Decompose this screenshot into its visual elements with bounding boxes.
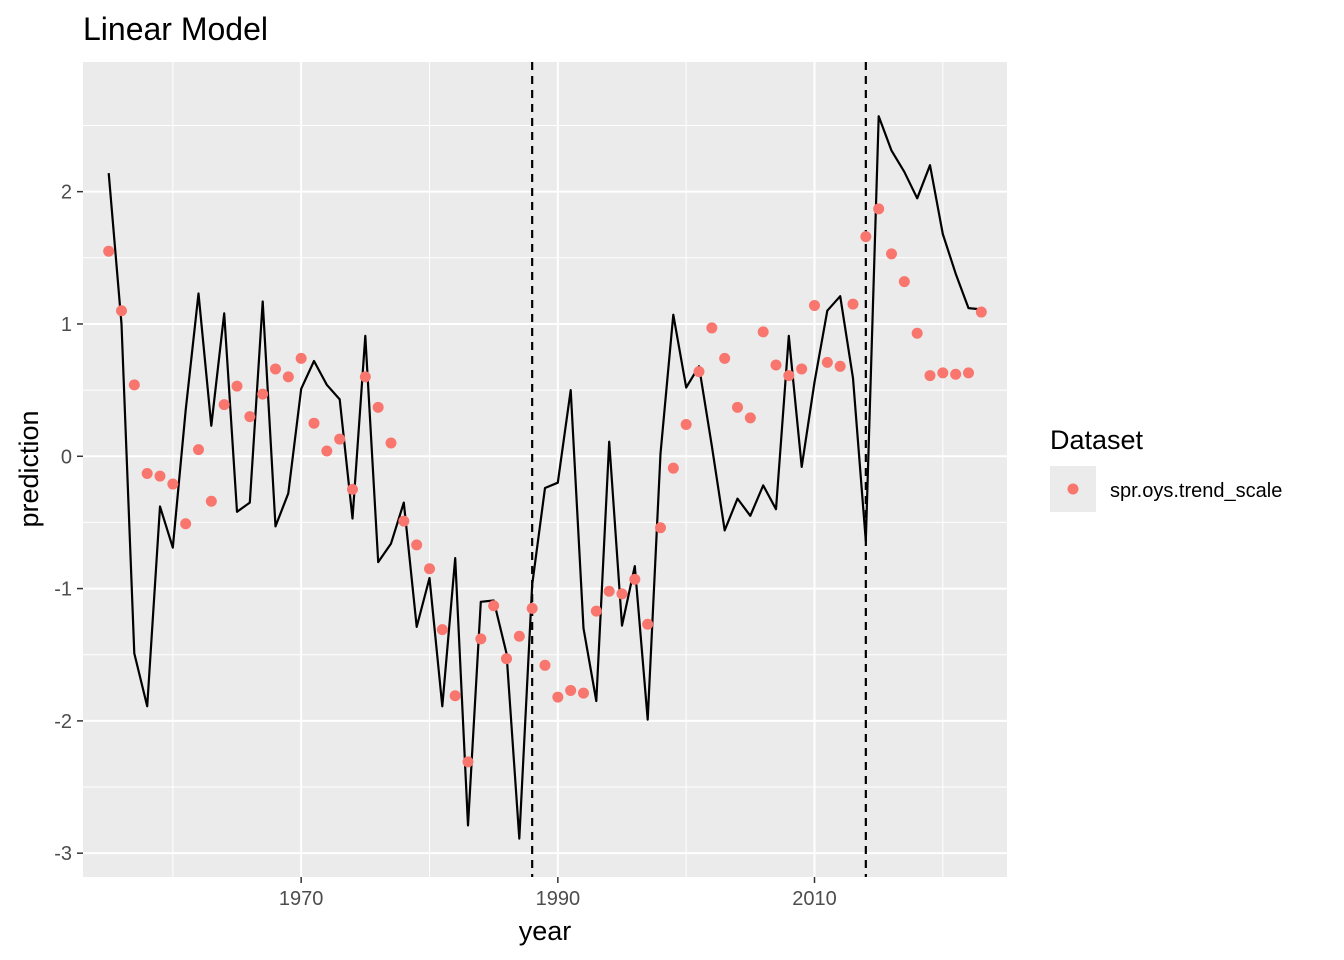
data-point [539, 659, 551, 671]
data-point [501, 653, 512, 665]
data-point [270, 363, 281, 375]
prediction-line [107, 115, 982, 840]
data-points-layer [103, 203, 987, 768]
data-point [655, 522, 666, 534]
data-point [475, 633, 487, 645]
legend-key-point [1067, 483, 1079, 495]
data-point [680, 419, 692, 431]
data-point [642, 618, 654, 630]
data-point [141, 467, 153, 479]
data-point [308, 417, 320, 429]
data-point [950, 368, 962, 380]
data-point [449, 690, 461, 702]
data-point [334, 433, 346, 445]
x-tick-label: 2010 [792, 888, 837, 910]
data-point [436, 624, 448, 636]
data-point [898, 276, 910, 288]
y-tick-label: -1 [54, 579, 72, 601]
y-tick-label: 2 [61, 182, 72, 204]
data-point [937, 367, 949, 379]
data-point [257, 388, 269, 400]
data-point [603, 585, 615, 597]
data-point [693, 366, 705, 378]
data-point [719, 352, 731, 364]
data-point [154, 470, 166, 482]
x-tick-label: 1990 [536, 888, 581, 910]
data-point [744, 412, 756, 424]
data-point [975, 306, 987, 318]
data-point [424, 563, 435, 575]
data-point [116, 305, 127, 317]
x-axis: 1970 1990 2010 [279, 877, 837, 910]
data-point [385, 437, 397, 449]
data-point [860, 231, 872, 243]
legend-title: Dataset [1050, 425, 1144, 455]
reference-lines [531, 62, 867, 877]
chart-title: Linear Model [83, 11, 268, 47]
data-point [616, 588, 628, 600]
y-tick-label: -2 [54, 711, 72, 733]
data-point [103, 245, 115, 257]
data-point [180, 518, 192, 530]
data-point [924, 370, 936, 382]
data-point [873, 203, 885, 215]
x-axis-title: year [519, 916, 572, 946]
data-point [193, 444, 204, 456]
data-point [372, 401, 384, 413]
y-axis-title: prediction [14, 410, 44, 527]
y-tick-label: -3 [54, 843, 72, 865]
data-point [732, 401, 743, 413]
data-point [295, 352, 307, 364]
x-tick-label: 1970 [279, 888, 324, 910]
data-point [963, 367, 974, 379]
data-point [128, 379, 140, 391]
legend-label: spr.oys.trend_scale [1110, 480, 1282, 502]
data-point [821, 356, 833, 368]
data-point [218, 399, 230, 411]
data-point [526, 602, 538, 614]
data-point [590, 605, 602, 617]
data-point [783, 370, 795, 382]
data-point [706, 322, 718, 334]
data-point [847, 298, 859, 310]
y-axis: -3 -2 -1 0 1 2 [54, 182, 83, 865]
data-point [513, 630, 525, 642]
plot-panel [83, 62, 1007, 877]
data-point [796, 363, 808, 375]
y-tick-label: 1 [61, 314, 72, 336]
data-point [667, 462, 679, 474]
data-point [770, 359, 782, 371]
data-point [552, 691, 564, 703]
data-point [347, 483, 358, 495]
major-gridlines [83, 62, 1007, 877]
data-point [886, 248, 897, 260]
data-point [321, 445, 333, 457]
data-point [757, 326, 769, 338]
prediction-line-layer [107, 115, 982, 840]
y-tick-label: 0 [61, 446, 72, 468]
data-point [244, 411, 256, 423]
data-point [578, 687, 589, 699]
data-point [488, 600, 500, 612]
data-point [359, 371, 371, 383]
data-point [834, 360, 846, 372]
data-point [462, 756, 474, 768]
data-point [205, 495, 217, 507]
data-point [167, 478, 179, 490]
data-point [282, 371, 294, 383]
legend: Dataset spr.oys.trend_scale [1050, 425, 1282, 512]
data-point [809, 299, 820, 311]
data-point [411, 539, 423, 551]
data-point [565, 684, 577, 696]
data-point [398, 515, 410, 527]
data-point [911, 327, 923, 339]
data-point [231, 380, 243, 392]
data-point [629, 573, 641, 585]
